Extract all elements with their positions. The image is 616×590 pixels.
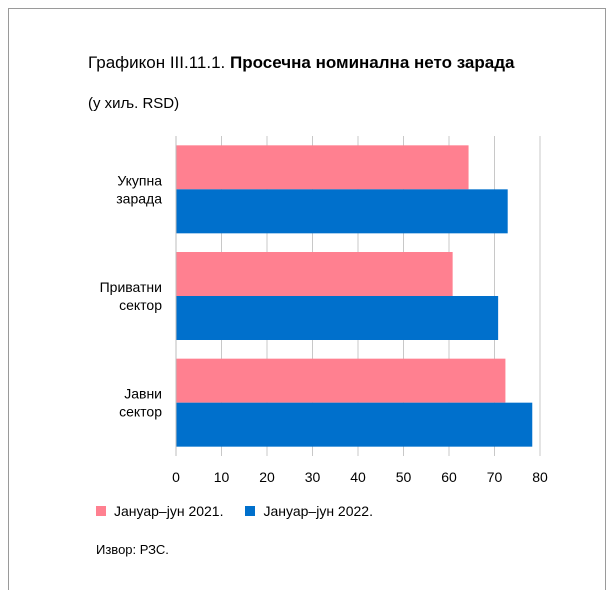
- x-tick-label-1: 10: [214, 469, 230, 485]
- x-tick-label-8: 80: [532, 469, 548, 485]
- x-tick-label-0: 0: [172, 469, 180, 485]
- chart-title: Графикон III.11.1. Просечна номинална не…: [88, 53, 568, 72]
- x-tick-label-5: 50: [396, 469, 412, 485]
- bar-1-2: [176, 402, 533, 447]
- bar-chart: Укупна зарада Приватни сектор Јавни сектор 0 10…: [100, 136, 548, 485]
- x-tick-label-2: 20: [259, 469, 275, 485]
- legend-label-2021: Јануар–јун 2021.: [114, 503, 224, 519]
- chart-title-bold: Просечна номинална нето зарада: [230, 53, 515, 72]
- category-label-1-0: Приватни: [100, 279, 162, 295]
- bar-0-0: [176, 145, 469, 190]
- category-label-0-1: зарада: [116, 190, 162, 206]
- bar-0-2: [176, 358, 506, 403]
- bar-1-0: [176, 189, 508, 234]
- x-tick-label-6: 60: [441, 469, 457, 485]
- x-tick-label-7: 70: [487, 469, 503, 485]
- category-label-0-0: Укупна: [117, 172, 162, 188]
- legend-item-2021: Јануар–јун 2021.: [96, 503, 223, 519]
- x-tick-label-4: 40: [350, 469, 366, 485]
- legend-swatch-2021: [96, 506, 106, 516]
- legend-label-2022: Јануар–јун 2022.: [263, 503, 373, 519]
- bar-1-1: [176, 296, 499, 340]
- chart-subtitle: (у хиљ. RSD): [88, 95, 180, 112]
- category-label-2-0: Јавни: [124, 386, 162, 402]
- legend-swatch-2022: [245, 506, 256, 516]
- chart-frame: [8, 8, 606, 590]
- chart-title-prefix: Графикон III.11.1.: [88, 53, 226, 72]
- bar-0-1: [176, 252, 453, 296]
- x-tick-label-3: 30: [305, 469, 321, 485]
- legend-item-2022: Јануар–јун 2022.: [245, 503, 373, 519]
- source-note: Извор: РЗС.: [96, 542, 169, 557]
- category-label-1-1: сектор: [119, 297, 162, 313]
- category-label-2-1: сектор: [119, 404, 162, 420]
- legend: Јануар–јун 2021. Јануар–јун 2022.: [96, 503, 395, 519]
